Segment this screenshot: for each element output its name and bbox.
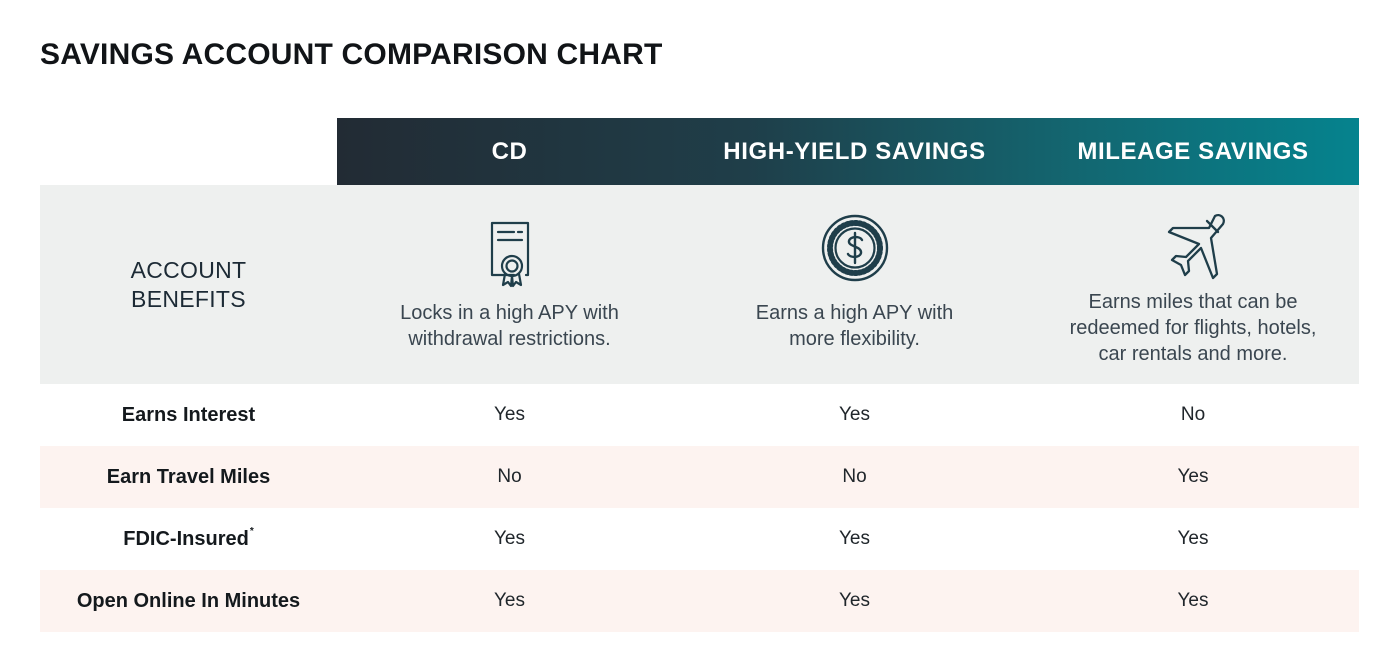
column-header-cd: CD (491, 137, 528, 165)
benefits-row: ACCOUNT BENEFITS (40, 185, 1359, 384)
comparison-table: CD HIGH-YIELD SAVINGS MILEAGE SAVINGS AC… (40, 118, 1359, 632)
row-label-earns-interest: Earns Interest (40, 384, 337, 446)
benefits-label: ACCOUNT BENEFITS (40, 185, 337, 384)
benefit-text-line: redeemed for flights, hotels, (1069, 317, 1317, 339)
benefit-text-line: Earns a high APY with (755, 302, 954, 324)
benefit-cell-mileage: Earns miles that can be redeemed for fli… (1027, 185, 1359, 384)
cell-value: No (1180, 404, 1206, 425)
table-row: Open Online In Minutes Yes Yes Yes (40, 570, 1359, 632)
header-band (337, 118, 1359, 185)
column-header-mileage: MILEAGE SAVINGS (1077, 137, 1309, 165)
benefit-text-line: Locks in a high APY with (400, 302, 619, 324)
row-label-text: Open Online In Minutes (76, 589, 301, 612)
row-label-earn-travel-miles: Earn Travel Miles (40, 446, 337, 508)
benefit-text-high-yield: Earns a high APY with more flexibility. (682, 300, 1027, 352)
header-row: CD HIGH-YIELD SAVINGS MILEAGE SAVINGS (40, 118, 1359, 185)
cell-value: Yes (494, 528, 525, 549)
benefit-cell-cd: Locks in a high APY with withdrawal rest… (337, 185, 682, 384)
table-row: Earns Interest Yes Yes No (40, 384, 1359, 446)
cell-value: Yes (839, 590, 870, 611)
dollar-coin-icon (821, 214, 888, 282)
benefit-text-cd: Locks in a high APY with withdrawal rest… (337, 300, 682, 352)
row-label-text: Earn Travel Miles (106, 465, 271, 488)
airplane-icon (1167, 213, 1225, 280)
chart-title: SAVINGS ACCOUNT COMPARISON CHART (40, 38, 663, 71)
benefit-text-line: Earns miles that can be (1088, 291, 1298, 313)
cell-value: Yes (1177, 466, 1209, 487)
benefit-text-line: car rentals and more. (1098, 343, 1288, 365)
column-header-high-yield: HIGH-YIELD SAVINGS (723, 137, 986, 165)
cell-value: Yes (494, 404, 525, 425)
certificate-icon (490, 221, 529, 288)
row-label-text: Earns Interest (121, 403, 256, 426)
cell-value: Yes (1177, 590, 1209, 611)
footnote-marker: * (249, 525, 254, 537)
cell-value: No (497, 466, 522, 487)
cell-value: Yes (839, 404, 870, 425)
benefits-label-line-2: BENEFITS (131, 285, 246, 312)
cell-value: No (842, 466, 867, 487)
benefit-cell-high-yield: Earns a high APY with more flexibility. (682, 185, 1027, 384)
benefit-text-mileage: Earns miles that can be redeemed for fli… (1027, 289, 1359, 367)
row-label-text: FDIC-Insured (123, 527, 249, 550)
cell-value: Yes (494, 590, 525, 611)
benefit-text-line: withdrawal restrictions. (408, 328, 611, 350)
cell-value: Yes (839, 528, 870, 549)
benefits-label-line-1: ACCOUNT (130, 256, 247, 283)
cell-value: Yes (1177, 528, 1209, 549)
table-row: Earn Travel Miles No No Yes (40, 446, 1359, 508)
row-label-open-online: Open Online In Minutes (40, 570, 337, 632)
row-label-fdic-insured: FDIC-Insured * (40, 508, 337, 570)
benefit-text-line: more flexibility. (789, 328, 920, 350)
table-row: FDIC-Insured * Yes Yes Yes (40, 508, 1359, 570)
